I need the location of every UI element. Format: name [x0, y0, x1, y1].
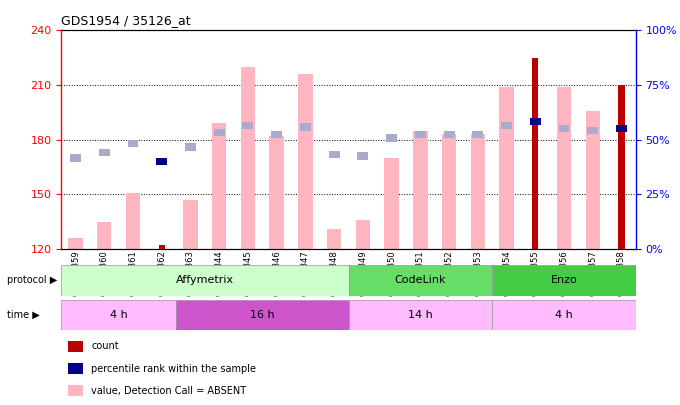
- Bar: [384, 158, 398, 249]
- Text: protocol ▶: protocol ▶: [7, 275, 57, 286]
- Text: GDS1954 / 35126_at: GDS1954 / 35126_at: [61, 14, 191, 27]
- Text: 4 h: 4 h: [109, 310, 128, 320]
- Bar: [176, 300, 348, 330]
- Text: 4 h: 4 h: [555, 310, 573, 320]
- Text: value, Detection Call = ABSENT: value, Detection Call = ABSENT: [91, 386, 246, 396]
- Text: time ▶: time ▶: [7, 310, 39, 320]
- Bar: [585, 111, 600, 249]
- Bar: [271, 130, 282, 138]
- Bar: [214, 129, 224, 136]
- Bar: [99, 149, 109, 156]
- Bar: [184, 200, 198, 249]
- Bar: [212, 123, 226, 249]
- Bar: [618, 85, 625, 249]
- Bar: [158, 245, 165, 249]
- Bar: [473, 130, 483, 138]
- Bar: [328, 151, 339, 158]
- Bar: [156, 158, 167, 165]
- Bar: [61, 300, 176, 330]
- Bar: [70, 154, 81, 162]
- Text: 14 h: 14 h: [408, 310, 432, 320]
- Bar: [128, 140, 139, 147]
- Text: CodeLink: CodeLink: [394, 275, 446, 286]
- Bar: [492, 265, 636, 296]
- Bar: [616, 125, 627, 132]
- Bar: [69, 238, 83, 249]
- Bar: [443, 130, 454, 138]
- Bar: [300, 123, 311, 130]
- Bar: [386, 134, 397, 142]
- Bar: [61, 265, 349, 296]
- Bar: [492, 300, 636, 330]
- Bar: [557, 87, 571, 249]
- Bar: [97, 222, 112, 249]
- Bar: [299, 74, 313, 249]
- Bar: [442, 134, 456, 249]
- Bar: [241, 67, 255, 249]
- Bar: [415, 130, 426, 138]
- Bar: [126, 192, 140, 249]
- Bar: [356, 220, 370, 249]
- Bar: [532, 58, 539, 249]
- Text: Affymetrix: Affymetrix: [176, 275, 234, 286]
- Text: count: count: [91, 341, 119, 351]
- Bar: [413, 130, 428, 249]
- Text: 16 h: 16 h: [250, 310, 275, 320]
- Bar: [358, 153, 369, 160]
- Bar: [243, 122, 254, 129]
- Bar: [588, 127, 598, 134]
- Bar: [530, 118, 541, 125]
- Bar: [501, 122, 512, 129]
- Bar: [349, 265, 492, 296]
- Bar: [269, 136, 284, 249]
- Bar: [349, 300, 492, 330]
- Bar: [471, 134, 485, 249]
- Text: percentile rank within the sample: percentile rank within the sample: [91, 364, 256, 373]
- Bar: [327, 229, 341, 249]
- Bar: [185, 143, 196, 151]
- Bar: [499, 87, 513, 249]
- Bar: [558, 125, 569, 132]
- Text: Enzo: Enzo: [551, 275, 577, 286]
